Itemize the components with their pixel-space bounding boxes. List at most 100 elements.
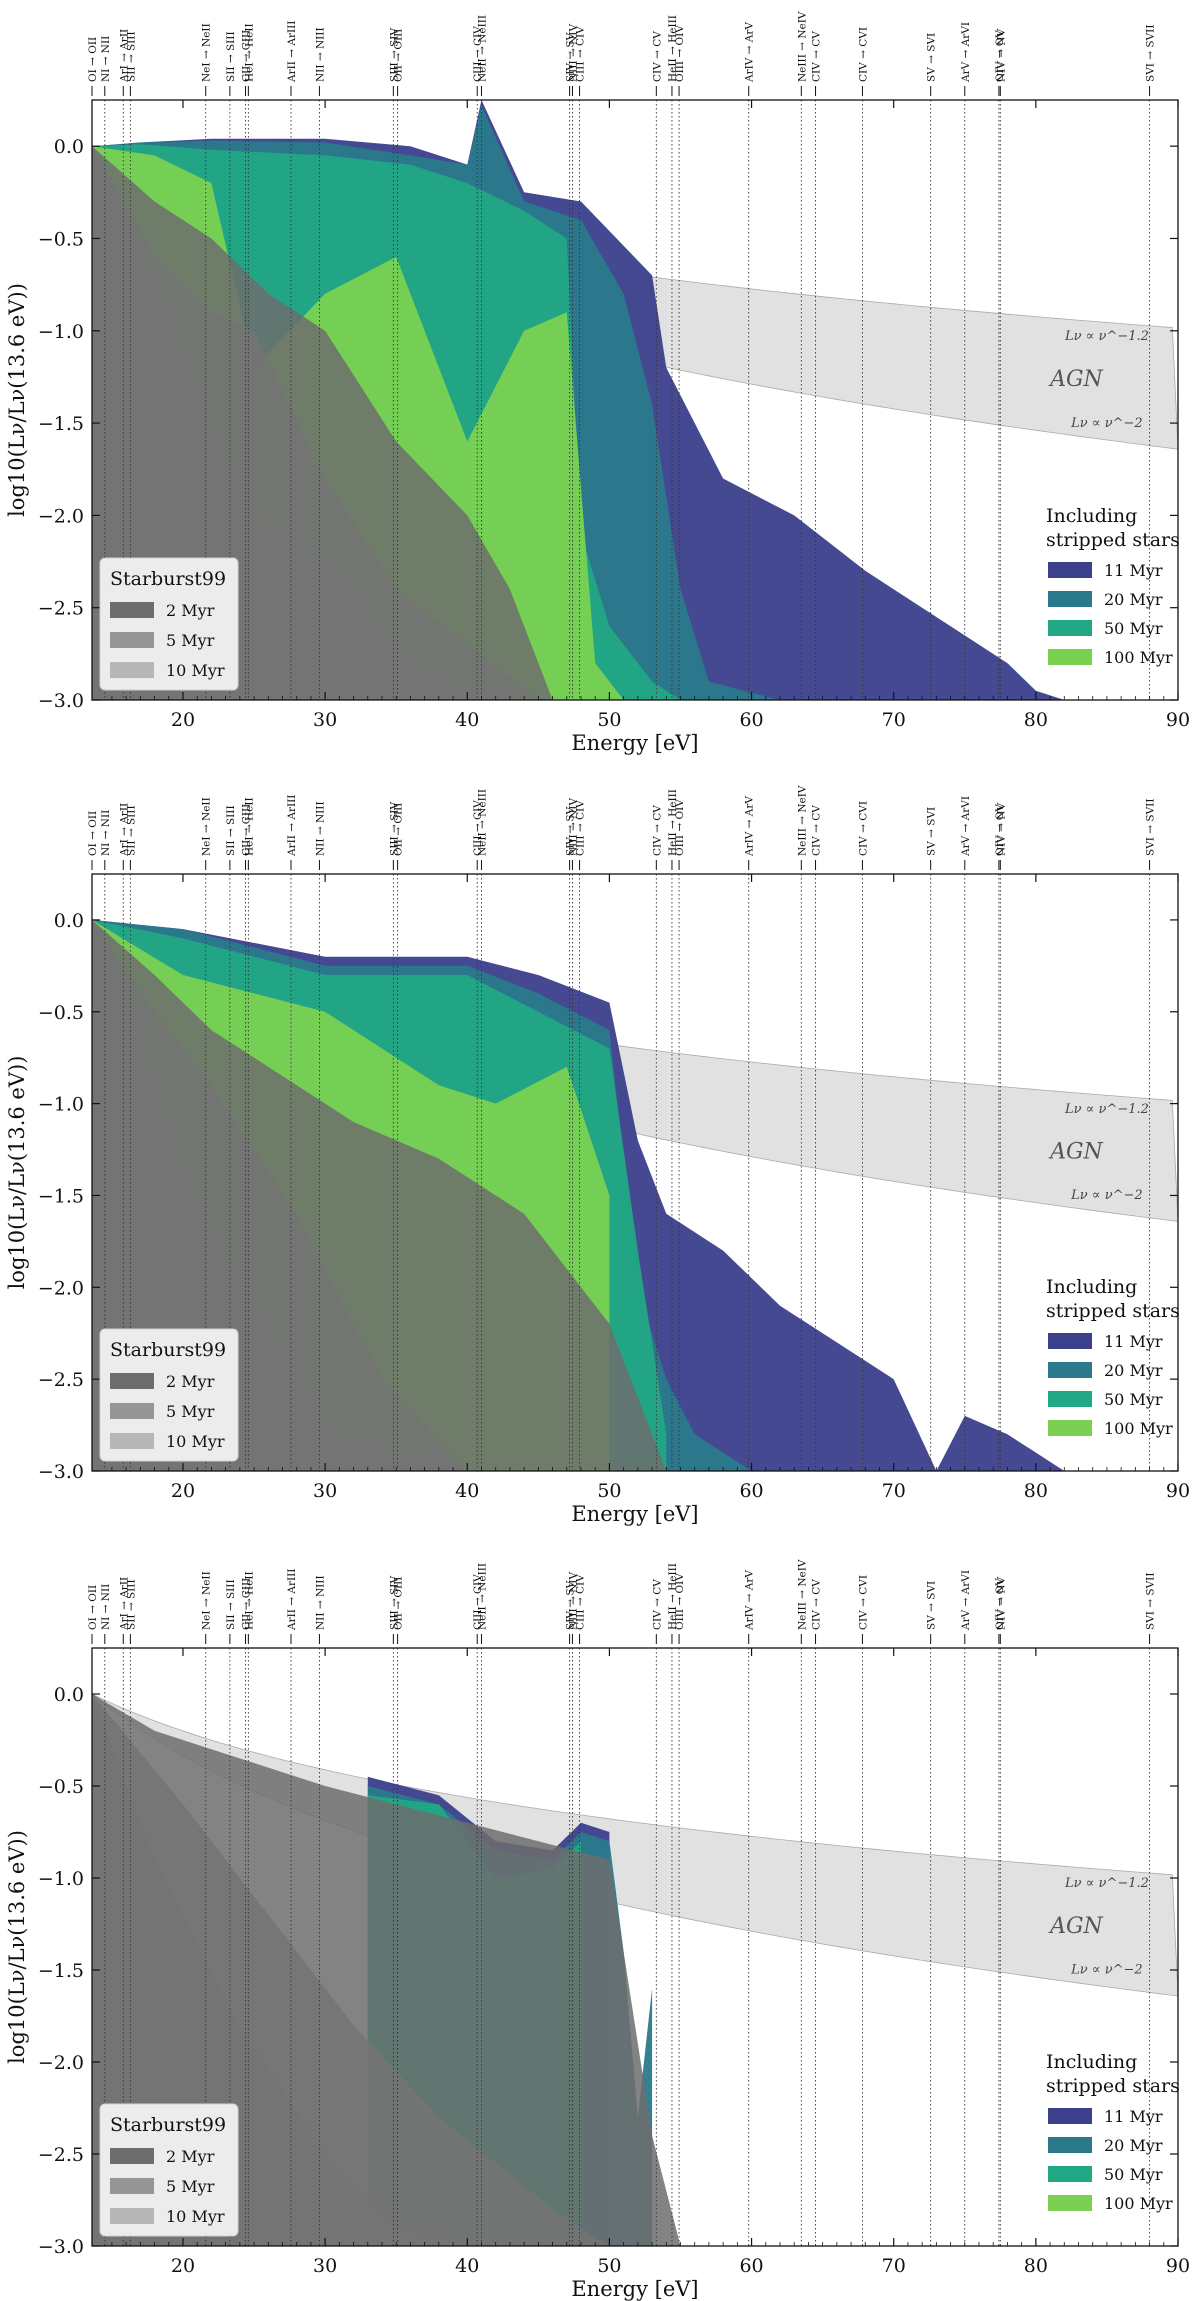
legend-swatch	[1048, 620, 1092, 636]
legend-swatch	[1048, 2137, 1092, 2153]
ion-label: OIV → OV	[994, 30, 1006, 82]
ion-label: NeIII → NeIV	[796, 11, 808, 82]
y-axis-label: log10(Lν/Lν(13.6 eV))	[5, 1830, 29, 2064]
x-tick-label: 20	[171, 2255, 195, 2277]
ion-label: NeIII → NeIV	[796, 785, 808, 856]
legend-label: 10 Myr	[166, 2207, 225, 2226]
ion-label: NI → NII	[100, 810, 112, 856]
legend-title-line2: stripped stars	[1046, 1300, 1180, 1322]
ion-label: SII → SIII	[225, 805, 237, 856]
legend-box	[99, 2103, 239, 2237]
ion-label: CII → CIII	[241, 30, 253, 82]
y-tick-label: −3.0	[38, 690, 84, 712]
legend-title-line2: stripped stars	[1046, 2075, 1180, 2097]
ion-label: ArIV → ArV	[744, 796, 756, 857]
legend-swatch	[1048, 562, 1092, 578]
agn-law-upper: Lν ∝ ν^−1.2	[1064, 1876, 1149, 1891]
ion-label: CII → CIII	[241, 804, 253, 856]
legend-title-line1: Including	[1046, 505, 1137, 527]
ion-label: OI → OII	[87, 37, 99, 82]
ion-label: OII → OIII	[393, 1577, 405, 1630]
ion-label: CIII → CIV	[472, 1574, 484, 1630]
x-tick-label: 60	[739, 709, 763, 731]
legend-swatch	[110, 2208, 154, 2224]
agn-law-lower: Lν ∝ ν^−2	[1070, 416, 1143, 431]
plot-frame	[91, 1647, 1179, 2247]
ion-label: NII → NIII	[314, 801, 326, 856]
x-tick-label: 70	[882, 2255, 906, 2277]
x-tick-label: 40	[455, 2255, 479, 2277]
ion-label: NIII → NIV	[567, 798, 579, 856]
x-tick-label: 70	[882, 1480, 906, 1502]
legend-label: 100 Myr	[1104, 1419, 1173, 1438]
legend-title-line1: Including	[1046, 2051, 1137, 2073]
y-tick-label: −2.0	[38, 505, 84, 527]
legend-title: Starburst99	[110, 2114, 226, 2136]
ion-label: NIV → NV	[995, 1576, 1007, 1630]
ion-label: HeI → HeII	[243, 23, 255, 82]
ion-label: CII → CIII	[241, 1578, 253, 1630]
chart-panel-1: 20 30 40 50 60 70 80 90 0.0 −0.5 −1.0 −1.5 −2.0 −2.5 −…	[5, 11, 1190, 755]
chart-panel-2: 20 30 40 50 60 70 80 90 0.0 −0.5 −1.0 −1.5 −2.0 −2.5 −…	[5, 785, 1190, 1526]
legend-swatch	[1048, 2166, 1092, 2182]
ion-label: CIV → CVI	[857, 27, 869, 82]
x-tick-label: 30	[313, 1480, 337, 1502]
agn-law-lower: Lν ∝ ν^−2	[1070, 1188, 1143, 1203]
x-tick-label: 60	[739, 2255, 763, 2277]
ion-label: HeII → HeIII	[667, 789, 679, 856]
legend-title: Starburst99	[110, 568, 226, 590]
ion-label: SVI → SVII	[1145, 1573, 1157, 1630]
legend-swatch	[110, 632, 154, 648]
ion-label: ArII → ArIII	[286, 21, 298, 83]
legend-swatch	[110, 662, 154, 678]
y-tick-label: −2.0	[38, 2052, 84, 2074]
ion-label: SII → SIII	[225, 31, 237, 82]
ion-label: OIII → OIV	[674, 25, 686, 82]
legend-box	[99, 557, 239, 691]
legend-label: 100 Myr	[1104, 2194, 1173, 2213]
ion-label: SIII → SIV	[388, 28, 400, 82]
legend-starburst: Starburst99 2 Myr 5 Myr 10 Myr	[99, 2103, 239, 2237]
legend-swatch	[1048, 1362, 1092, 1378]
ion-label: NI → NII	[100, 36, 112, 82]
ion-label: SVI → SVII	[1145, 25, 1157, 82]
ion-label: CIV → CV	[811, 1579, 823, 1630]
legend-swatch	[110, 1403, 154, 1419]
agn-label: AGN	[1048, 1914, 1103, 1939]
ion-label: CIV → CV	[811, 31, 823, 82]
ion-label: SIV → SV	[565, 806, 577, 856]
ion-label: SIV → SV	[565, 1580, 577, 1630]
ion-label: OII → OIII	[393, 803, 405, 856]
legend-title-line1: Including	[1046, 1276, 1137, 1298]
x-tick-label: 60	[739, 1480, 763, 1502]
legend-swatch	[1048, 1333, 1092, 1349]
y-tick-label: −3.0	[38, 2236, 84, 2258]
ion-label: CIII → CIV	[575, 800, 587, 856]
legend-swatch	[1048, 1420, 1092, 1436]
ion-label: OIV → OV	[994, 804, 1006, 856]
ion-label: NIV → NV	[995, 28, 1007, 82]
y-tick-label: −3.0	[38, 1461, 84, 1483]
x-tick-label: 80	[1024, 709, 1048, 731]
y-axis-label: log10(Lν/Lν(13.6 eV))	[5, 283, 29, 517]
y-tick-label: −1.5	[38, 1960, 84, 1982]
agn-law-lower: Lν ∝ ν^−2	[1070, 1963, 1143, 1978]
legend-label: 100 Myr	[1104, 648, 1173, 667]
y-tick-label: −2.0	[38, 1277, 84, 1299]
ion-label: OI → OII	[87, 811, 99, 856]
ion-label: OII → OIII	[393, 29, 405, 82]
y-tick-label: −2.5	[38, 1369, 84, 1391]
legend-label: 10 Myr	[166, 661, 225, 680]
ion-label: ArI → ArII	[118, 803, 130, 857]
ion-label: NeII → NeIII	[476, 1563, 488, 1630]
ion-label: NII → NIII	[314, 1575, 326, 1630]
y-tick-label: −0.5	[38, 1002, 84, 1024]
legend-swatch	[110, 602, 154, 618]
ion-label: CIII → CIV	[575, 1574, 587, 1630]
ion-label: CIV → CVI	[857, 801, 869, 856]
y-tick-label: −0.5	[38, 228, 84, 250]
legend-label: 11 Myr	[1104, 2107, 1163, 2126]
